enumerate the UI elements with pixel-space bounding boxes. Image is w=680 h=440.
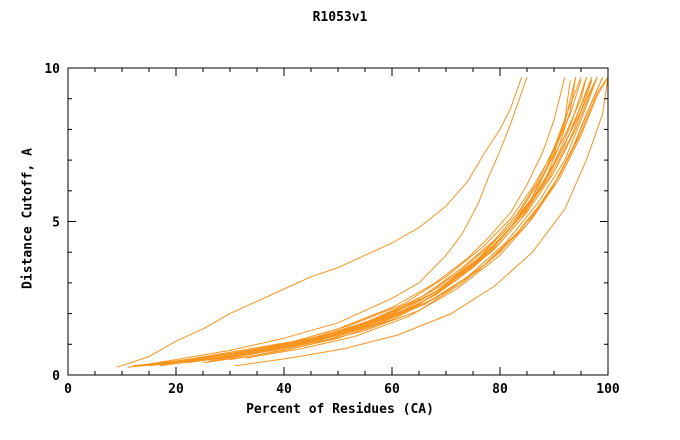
series-line-model-14 xyxy=(197,76,598,362)
series-line-model-17 xyxy=(219,76,604,361)
series-line-model-18 xyxy=(229,76,604,361)
y-tick-label: 5 xyxy=(52,216,60,231)
series-line-model-13 xyxy=(170,80,593,365)
series-line-model-21 xyxy=(235,77,609,367)
series-line-model-20 xyxy=(202,76,609,364)
x-tick-label: 60 xyxy=(384,382,400,397)
x-tick-label: 80 xyxy=(492,382,508,397)
series-line-model-03 xyxy=(132,77,566,367)
x-tick-label: 20 xyxy=(168,382,184,397)
series-line-model-08 xyxy=(138,80,582,367)
chart-title: R1053v1 xyxy=(312,10,368,25)
series-line-model-02 xyxy=(138,77,528,367)
series-line-model-01 xyxy=(116,77,523,368)
series-line-model-15 xyxy=(181,76,598,364)
y-tick-label: 10 xyxy=(44,62,60,77)
x-tick-label: 0 xyxy=(64,382,72,397)
series-line-model-19 xyxy=(246,76,609,359)
x-tick-label: 40 xyxy=(276,382,292,397)
series-line-model-07 xyxy=(154,77,582,365)
y-tick-label: 0 xyxy=(52,369,60,384)
x-axis-label: Percent of Residues (CA) xyxy=(246,402,434,417)
x-tick-label: 100 xyxy=(596,382,620,397)
